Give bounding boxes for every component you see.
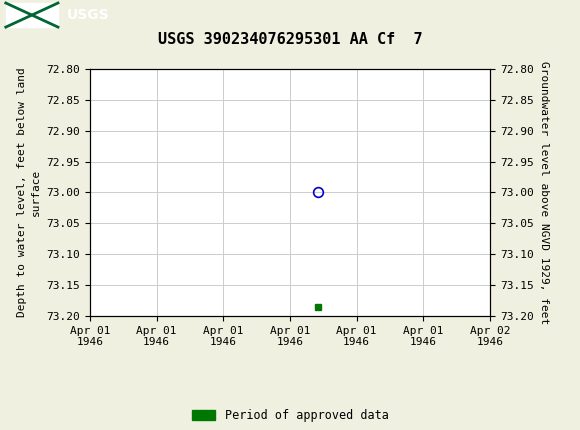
Bar — [6, 3, 58, 27]
Y-axis label: Groundwater level above NGVD 1929, feet: Groundwater level above NGVD 1929, feet — [539, 61, 549, 324]
Text: USGS 390234076295301 AA Cf  7: USGS 390234076295301 AA Cf 7 — [158, 32, 422, 47]
Legend: Period of approved data: Period of approved data — [191, 409, 389, 422]
Y-axis label: Depth to water level, feet below land
surface: Depth to water level, feet below land su… — [17, 68, 41, 317]
Text: USGS: USGS — [67, 8, 109, 22]
